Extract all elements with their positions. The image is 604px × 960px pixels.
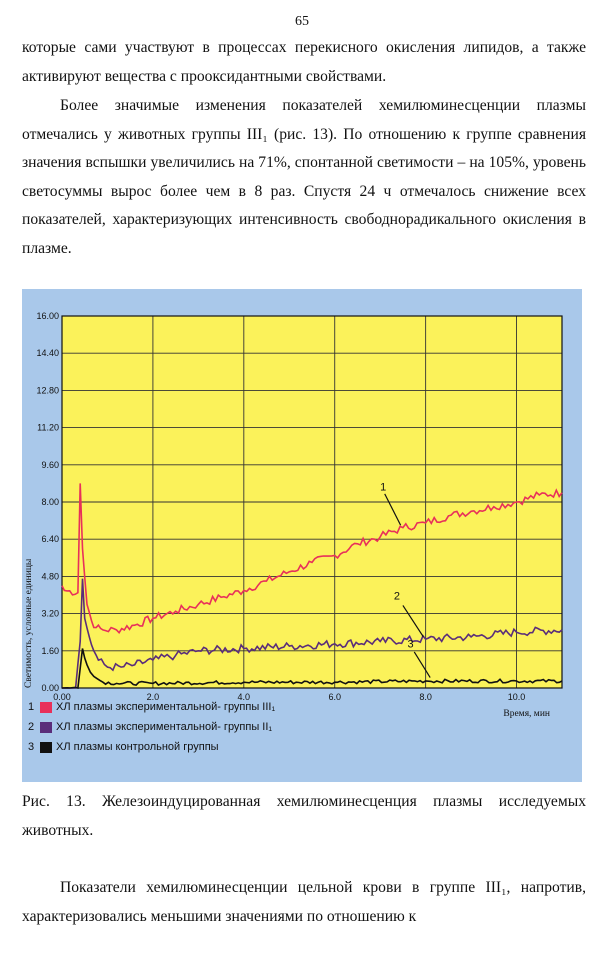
figure-caption: Рис. 13. Железоиндуцированная хемилюмине… — [22, 793, 586, 839]
y-tick-label: 6.40 — [41, 534, 59, 544]
legend: 1 ХЛ плазмы экспериментальной- группы II… — [28, 697, 275, 757]
x-tick-label: 4.0 — [238, 692, 251, 702]
y-tick-label: 16.00 — [36, 311, 59, 321]
paragraph-3: Показатели хемилюминесценции цельной кро… — [22, 879, 586, 925]
x-tick-label: 8.0 — [419, 692, 432, 702]
x-tick-label: 10.0 — [508, 692, 526, 702]
chart: 0.001.603.204.806.408.009.6011.2012.8014… — [24, 311, 563, 719]
y-axis-label: Светимость, условные единицы — [24, 558, 34, 688]
y-tick-label: 8.00 — [41, 497, 59, 507]
y-tick-label: 14.40 — [36, 348, 59, 358]
legend-label: ХЛ плазмы контрольной группы — [56, 741, 219, 753]
legend-item: 3 ХЛ плазмы контрольной группы — [28, 737, 275, 757]
curve-callout-label: 2 — [394, 591, 400, 603]
y-tick-label: 12.80 — [36, 385, 59, 395]
legend-swatch — [40, 701, 52, 713]
y-tick-label: 11.20 — [37, 423, 59, 433]
paragraph-1: которые сами участвуют в процессах перек… — [22, 39, 586, 85]
curve-callout-pointer — [413, 651, 431, 678]
paragraph-2: Более значимые изменения показателей хем… — [22, 97, 586, 257]
legend-number: 2 — [28, 721, 35, 733]
y-tick-label: 9.60 — [41, 460, 59, 470]
legend-label: ХЛ плазмы экспериментальной- группы III₁ — [56, 701, 276, 713]
y-tick-label: 3.20 — [41, 609, 59, 619]
series-line-1 — [61, 483, 563, 635]
series-line-3 — [61, 648, 563, 689]
x-tick-label: 6.0 — [328, 692, 341, 702]
legend-item: 1 ХЛ плазмы экспериментальной- группы II… — [28, 697, 275, 717]
curve-callout-pointer — [402, 605, 424, 638]
curve-callout-pointer — [384, 493, 402, 526]
curve-callout-label: 3 — [407, 638, 413, 650]
page-number: 65 — [295, 14, 309, 29]
x-axis-label: Время, мин — [503, 709, 550, 719]
legend-label: ХЛ плазмы экспериментальной- группы II₁ — [56, 721, 273, 733]
curve-callout-label: 1 — [380, 481, 386, 493]
x-tick-label: 0.00 — [53, 692, 71, 702]
series-line-2 — [62, 578, 563, 689]
legend-swatch — [40, 721, 52, 733]
plot-frame — [61, 315, 563, 689]
x-tick-label: 2.0 — [147, 692, 160, 702]
legend-number: 1 — [28, 701, 35, 713]
legend-swatch — [40, 741, 52, 753]
y-tick-label: 0.00 — [41, 683, 59, 693]
legend-number: 3 — [28, 741, 35, 753]
y-tick-label: 1.60 — [41, 646, 59, 656]
legend-item: 2 ХЛ плазмы экспериментальной- группы II… — [28, 717, 275, 737]
figure: 0.00 1.60 3.20 4.80 6.40 8.00 9.60 11.20 12.80 14… — [22, 289, 582, 782]
y-tick-label: 4.80 — [41, 571, 59, 581]
